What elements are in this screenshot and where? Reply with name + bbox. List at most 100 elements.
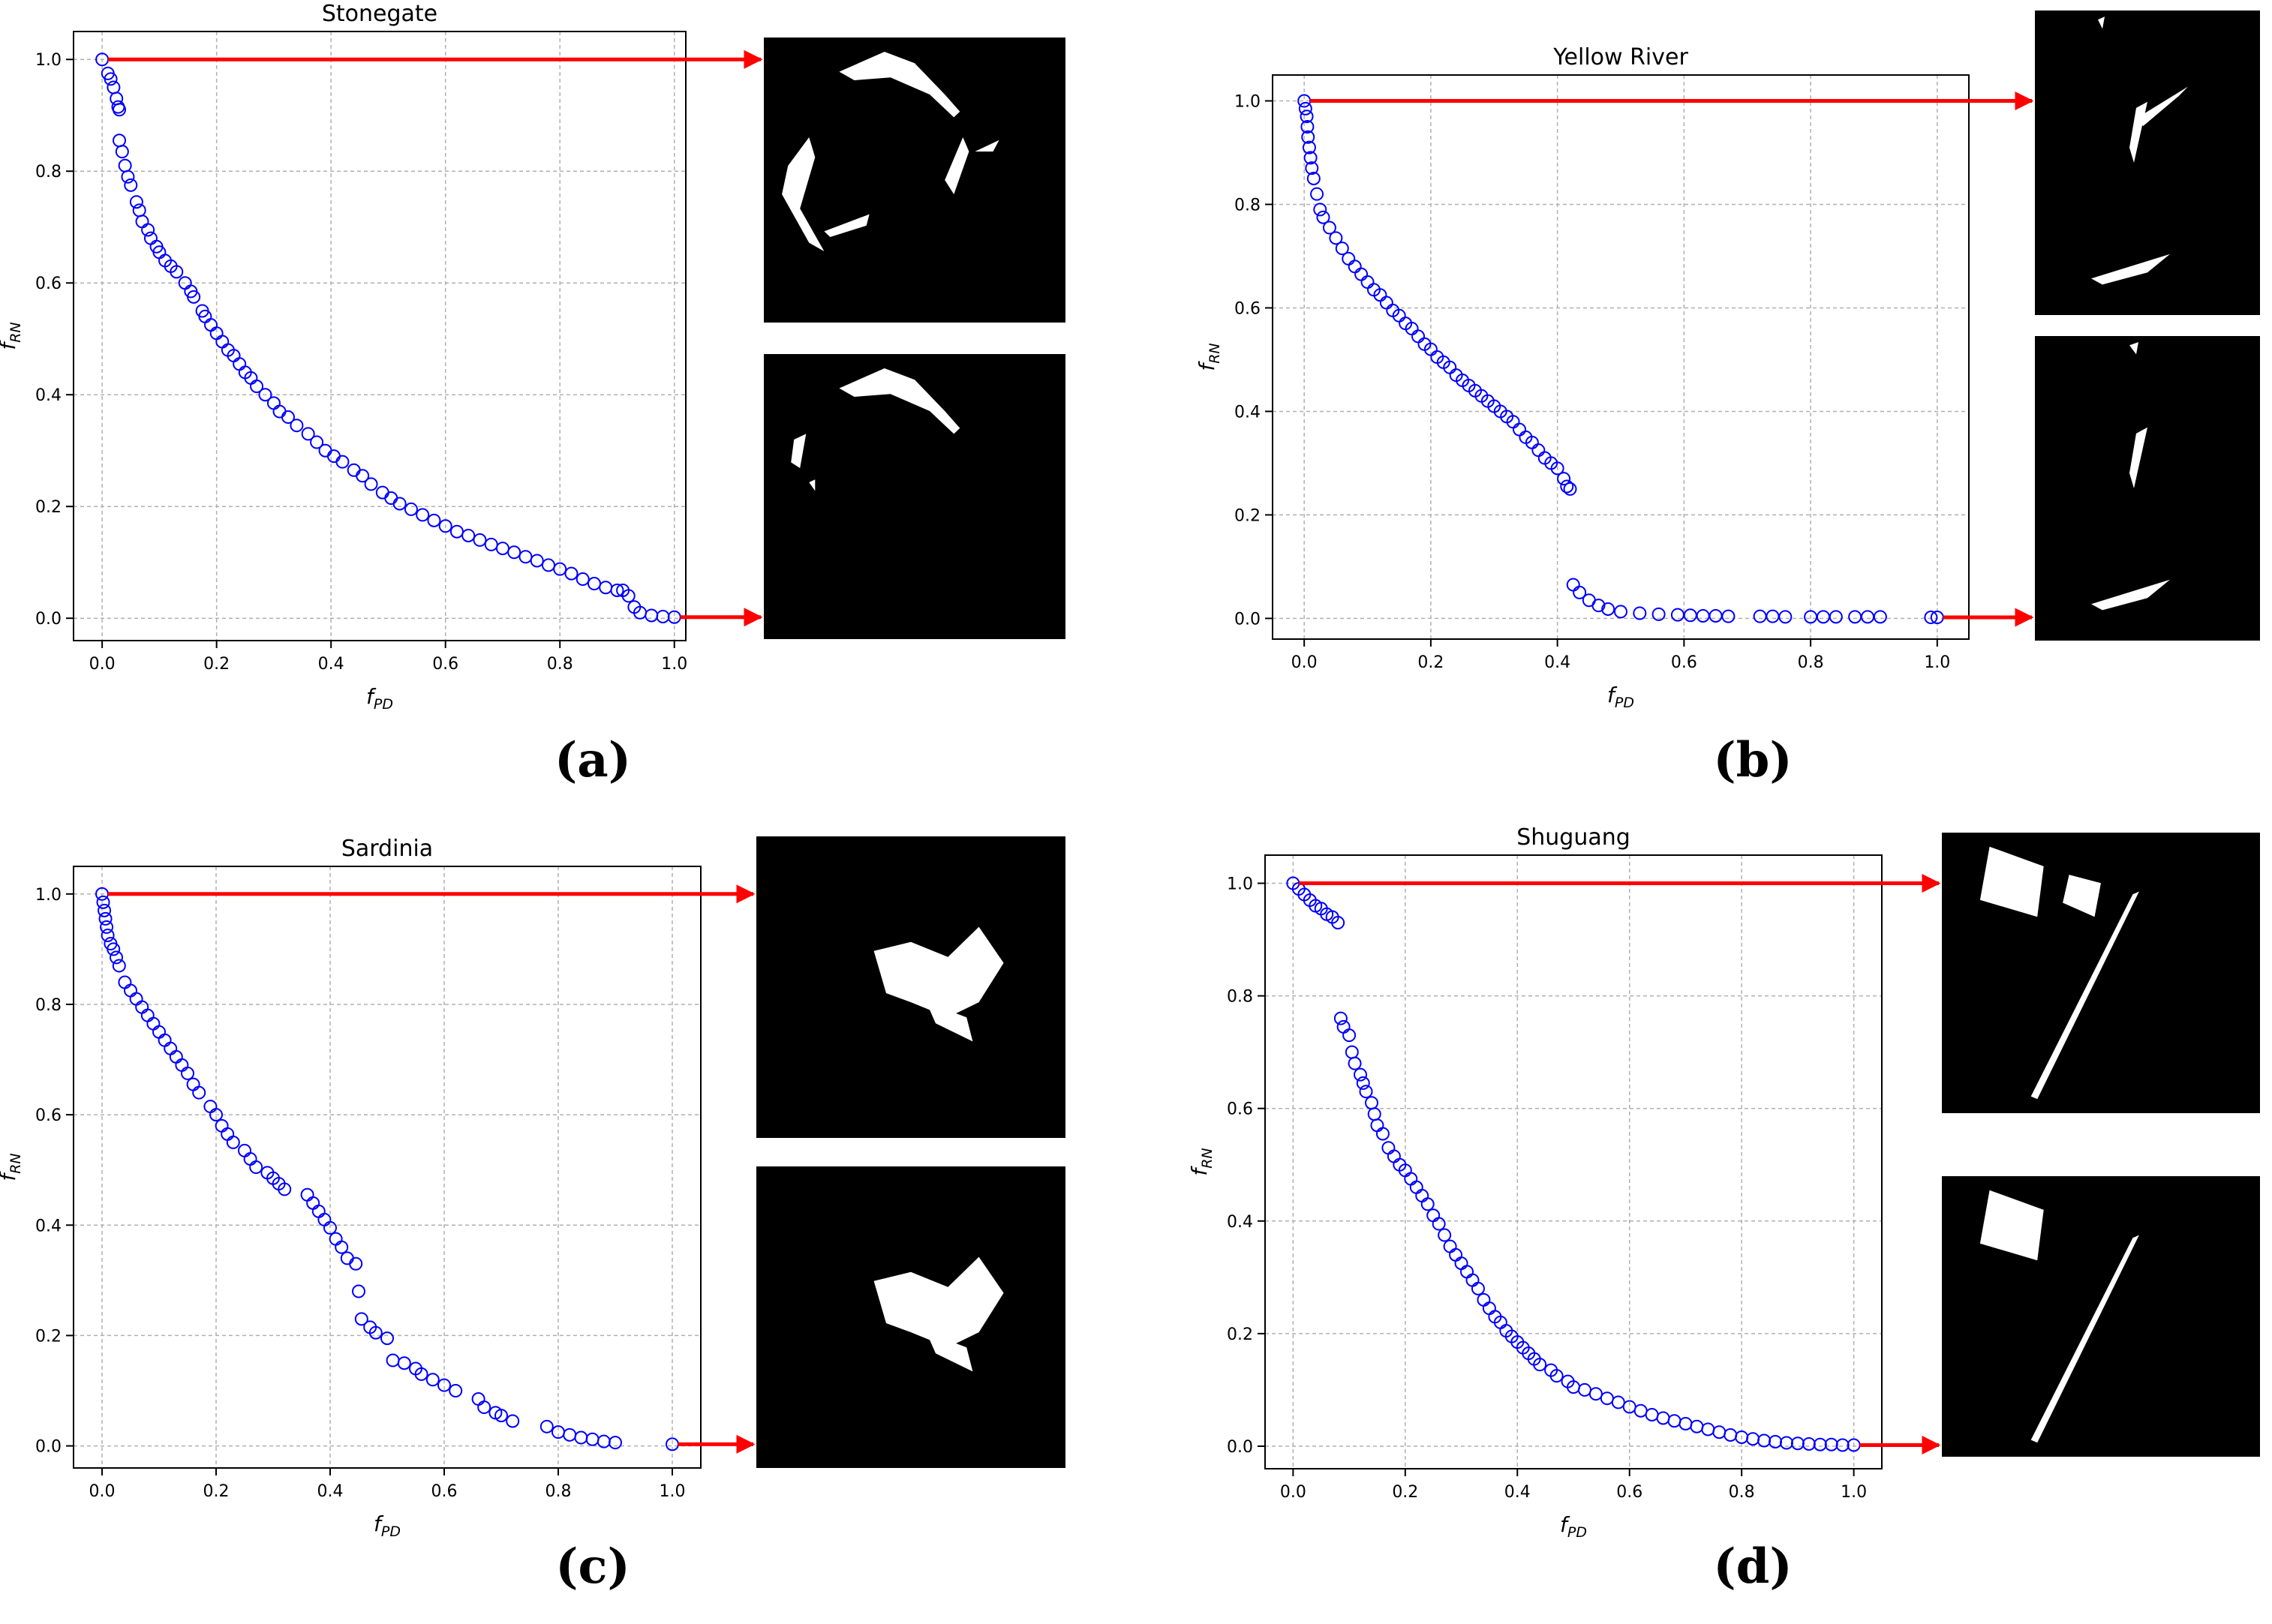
x-tick-label: 0.2	[1392, 1483, 1418, 1502]
data-point	[1460, 1265, 1474, 1279]
map-region	[873, 1256, 1004, 1348]
x-tick-label: 0.8	[545, 1482, 572, 1501]
data-point	[609, 1436, 622, 1450]
map-region	[839, 368, 960, 434]
data-point	[645, 608, 659, 623]
data-point	[1633, 606, 1647, 620]
data-point	[1322, 221, 1336, 235]
data-point	[1336, 1019, 1351, 1034]
data-point	[329, 1232, 343, 1246]
x-tick-label: 0.4	[1504, 1483, 1531, 1502]
data-point	[375, 485, 389, 500]
data-point	[115, 145, 129, 159]
x-axis-label: fPD	[1607, 683, 1634, 711]
data-point	[1683, 608, 1697, 623]
data-point	[141, 223, 155, 237]
data-point	[1415, 1189, 1429, 1203]
data-point	[152, 1025, 166, 1039]
chart-title: Sardinia	[341, 836, 433, 862]
data-point	[112, 959, 126, 973]
x-tick-label: 0.6	[432, 655, 458, 674]
data-point	[621, 589, 636, 603]
map-region	[1979, 846, 2044, 917]
data-point	[1471, 1281, 1485, 1295]
data-point	[1656, 1411, 1670, 1425]
data-point	[1298, 101, 1312, 116]
y-tick-label: 0.2	[1234, 506, 1261, 525]
data-point	[1873, 610, 1887, 624]
data-point	[1753, 609, 1767, 623]
chart-panel-2: 0.0 0.0 0.2 0.2 0.4 0.4 0.6 0.6 0.8 0.8 1.0 1.0 Sard…	[0, 836, 1065, 1595]
data-point	[1370, 1118, 1384, 1133]
data-point	[98, 911, 113, 926]
data-point	[1924, 611, 1938, 625]
data-point	[1348, 1056, 1362, 1070]
map-region	[2030, 1235, 2139, 1443]
y-tick-label: 0.6	[35, 275, 62, 293]
data-point	[281, 410, 295, 425]
data-point	[518, 550, 533, 564]
y-tick-label: 1.0	[35, 886, 62, 905]
data-point	[1375, 1127, 1390, 1141]
data-point	[1746, 1432, 1760, 1446]
data-point	[215, 335, 230, 349]
data-point	[233, 357, 247, 371]
data-point	[1696, 608, 1710, 623]
x-tick-label: 0.6	[1616, 1483, 1642, 1502]
data-point	[364, 477, 378, 491]
data-point	[1432, 1217, 1446, 1231]
data-point	[96, 895, 110, 909]
data-point	[243, 1151, 257, 1166]
data-point	[477, 1400, 491, 1415]
data-point	[449, 1383, 463, 1397]
map-region	[926, 1002, 973, 1042]
map-region	[2098, 17, 2105, 29]
data-point	[1766, 609, 1780, 623]
data-point	[384, 491, 398, 506]
data-point	[1563, 482, 1577, 496]
data-point	[386, 1353, 400, 1367]
x-tick-label: 0.4	[1544, 653, 1570, 672]
x-tick-label: 1.0	[1924, 653, 1950, 672]
map-region	[1979, 1190, 2044, 1261]
data-point	[132, 203, 146, 218]
data-point	[449, 524, 464, 539]
data-point	[1816, 610, 1830, 624]
data-point	[495, 542, 509, 556]
data-point	[1310, 187, 1324, 201]
x-tick-label: 0.8	[1729, 1483, 1755, 1502]
data-point	[1345, 1045, 1359, 1059]
data-point	[1588, 1387, 1603, 1401]
data-point	[186, 1077, 200, 1091]
data-point	[113, 103, 127, 117]
data-point	[1342, 1028, 1357, 1043]
data-point	[323, 1220, 337, 1235]
data-point	[1790, 1436, 1805, 1451]
data-point	[110, 950, 123, 965]
map-region	[2091, 254, 2170, 285]
data-point	[1724, 1427, 1738, 1442]
x-axis-label: fPD	[1560, 1512, 1587, 1541]
data-point	[101, 928, 115, 942]
data-point	[238, 1143, 251, 1157]
x-tick-label: 0.4	[318, 655, 344, 674]
data-point	[541, 558, 555, 572]
data-point	[1379, 296, 1393, 310]
data-point	[107, 80, 121, 95]
data-point	[135, 215, 149, 229]
chart-title: Stonegate	[322, 1, 437, 27]
data-point	[290, 419, 304, 433]
data-point	[1449, 1247, 1463, 1262]
data-point	[438, 519, 452, 533]
data-point	[1560, 479, 1574, 494]
x-axis-label: fPD	[366, 684, 393, 713]
map-region	[2138, 86, 2188, 127]
x-tick-label: 0.0	[1280, 1483, 1306, 1502]
data-point	[107, 942, 121, 956]
x-tick-label: 1.0	[660, 1482, 686, 1501]
data-point	[124, 178, 138, 192]
data-point	[1645, 1407, 1659, 1421]
y-tick-label: 0.8	[35, 996, 62, 1015]
